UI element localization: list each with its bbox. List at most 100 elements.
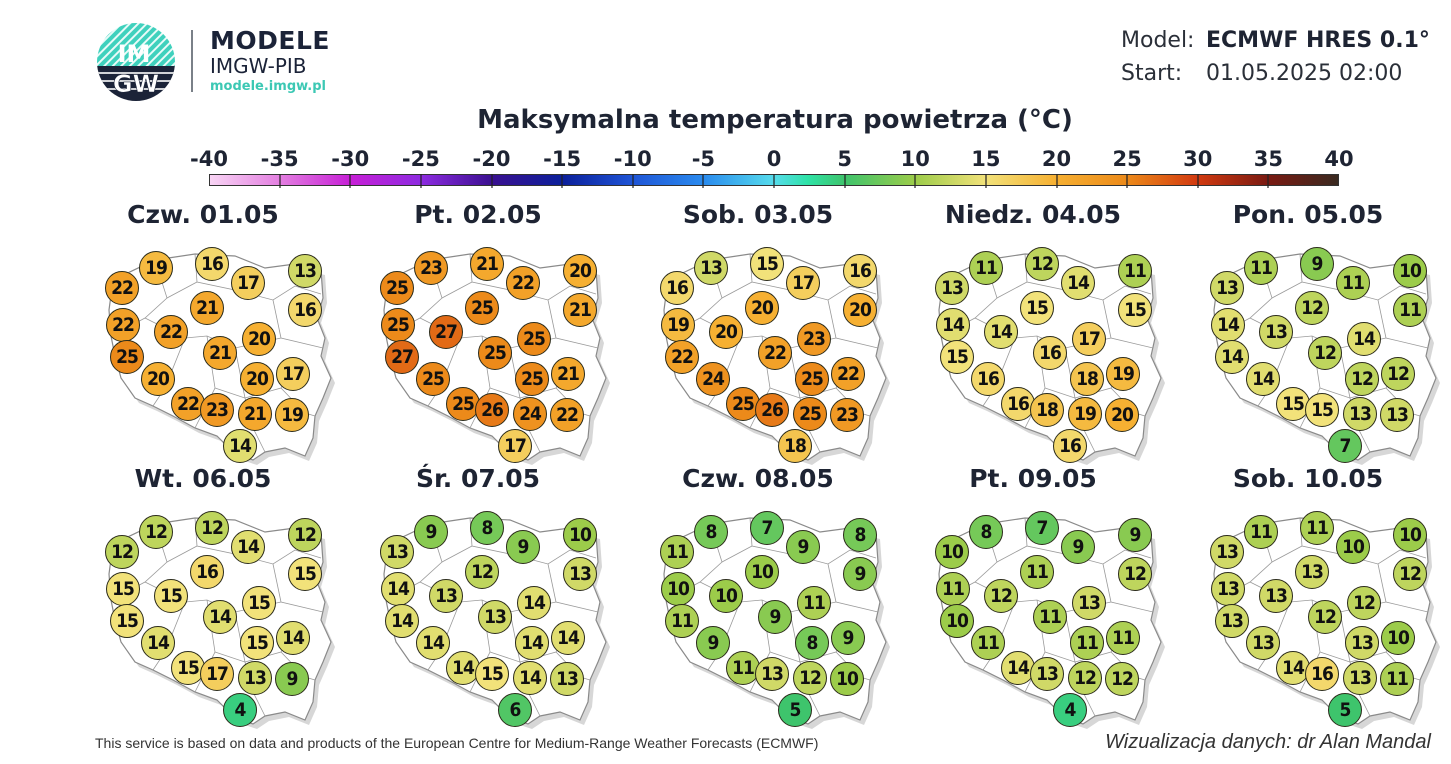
station-temperature: 15 [240, 626, 274, 660]
station-temperature: 11 [665, 604, 699, 638]
station-temperature: 10 [940, 604, 974, 638]
forecast-panel: Pt. 09.05 10 8 7 9 9 12 11 12 11 13 11 10 11 14 13 11 11 1… [925, 464, 1185, 729]
station-temperature: 14 [1347, 322, 1381, 356]
station-temperature: 9 [1300, 247, 1334, 281]
colorbar-tick-label: 15 [971, 147, 1001, 171]
station-temperature: 12 [1308, 336, 1342, 370]
station-temperature: 27 [429, 315, 463, 349]
station-temperature: 14 [276, 621, 310, 655]
forecast-panel: Sob. 10.05 13 11 11 10 10 12 13 13 13 12 12 13 13 14 16… [1200, 464, 1451, 729]
station-temperature: 13 [429, 579, 463, 613]
station-temperature: 12 [984, 579, 1018, 613]
station-temperature: 26 [475, 393, 509, 427]
station-temperature: 12 [1105, 662, 1139, 696]
station-temperature: 13 [238, 661, 272, 695]
station-temperature: 13 [1380, 398, 1414, 432]
colorbar-tick-label: 10 [900, 147, 930, 171]
panel-date-title: Sob. 10.05 [1232, 464, 1384, 493]
station-temperature: 20 [242, 322, 276, 356]
station-temperature: 13 [694, 251, 728, 285]
station-temperature: 10 [661, 572, 695, 606]
station-temperature: 15 [106, 572, 140, 606]
station-temperature: 25 [416, 362, 450, 396]
station-temperature: 11 [1393, 293, 1427, 327]
station-temperature: 20 [563, 254, 597, 288]
model-label: Model: [1121, 28, 1195, 53]
colorbar-tick-label: 40 [1324, 147, 1354, 171]
colorbar-tick [561, 174, 564, 188]
brand-subtitle: IMGW-PIB [210, 54, 307, 78]
station-temperature: 21 [203, 336, 237, 370]
station-temperature: 16 [1305, 657, 1339, 691]
station-temperature: 13 [1343, 397, 1377, 431]
colorbar-tick [702, 174, 705, 188]
forecast-panel: Niedz. 04.05 13 11 12 14 11 15 14 14 15 17 16 15 16 16… [925, 200, 1185, 465]
station-temperature: 15 [1020, 291, 1054, 325]
station-temperature: 7 [1025, 511, 1059, 545]
logo-text-bottom: GW [113, 70, 159, 98]
station-temperature: 14 [513, 661, 547, 695]
colorbar-tick [631, 174, 634, 188]
chart-title: Maksymalna temperatura powietrza (°C) [477, 105, 1073, 135]
station-temperature: 20 [745, 291, 779, 325]
station-temperature: 10 [1393, 518, 1427, 552]
station-temperature: 11 [1020, 555, 1054, 589]
station-temperature: 8 [969, 515, 1003, 549]
station-temperature: 22 [506, 266, 540, 300]
colorbar-labels: -40 -35 -30 -25 -20 -15 -10 -5 0 5 10 15 20 25 30 35 40 [0, 147, 1451, 173]
station-temperature: 14 [1001, 651, 1035, 685]
station-temperature: 16 [1033, 336, 1067, 370]
station-temperature: 25 [793, 397, 827, 431]
station-temperature: 12 [1025, 247, 1059, 281]
station-temperature: 21 [563, 293, 597, 327]
colorbar-tick [419, 174, 422, 188]
station-temperature: 16 [1053, 429, 1087, 463]
station-temperature: 9 [1118, 518, 1152, 552]
station-temperature: 11 [1106, 621, 1140, 655]
station-temperature: 4 [1053, 693, 1087, 727]
station-temperature: 25 [795, 362, 829, 396]
station-temperature: 25 [465, 291, 499, 325]
brand-title: MODELE [210, 26, 330, 55]
station-temperature: 15 [154, 579, 188, 613]
station-temperature: 25 [517, 322, 551, 356]
station-temperature: 20 [709, 315, 743, 349]
station-temperature: 21 [470, 247, 504, 281]
forecast-panel: Sob. 03.05 16 13 15 17 16 20 19 20 20 23 22 22 24 25 26… [650, 200, 910, 465]
forecast-panel: Czw. 01.05 22 19 16 17 13 16 22 22 21 20 21 25 20 22 23… [95, 200, 355, 465]
imgw-logo: IM GW [97, 23, 175, 101]
station-temperature: 5 [1328, 693, 1362, 727]
station-temperature: 11 [797, 586, 831, 620]
station-temperature: 19 [275, 398, 309, 432]
colorbar-tick-label: 0 [766, 147, 782, 171]
colorbar-tick [490, 174, 493, 188]
station-temperature: 10 [935, 535, 969, 569]
station-temperature: 24 [513, 397, 547, 431]
station-temperature: 12 [1345, 362, 1379, 396]
colorbar-tick [349, 174, 352, 188]
station-temperature: 17 [1072, 322, 1106, 356]
station-temperature: 22 [154, 315, 188, 349]
station-temperature: 12 [1308, 600, 1342, 634]
station-temperature: 11 [969, 251, 1003, 285]
colorbar-tick [1196, 174, 1199, 188]
station-temperature: 13 [1246, 626, 1280, 660]
brand-url[interactable]: modele.imgw.pl [210, 79, 326, 94]
station-temperature: 23 [414, 251, 448, 285]
colorbar-tick-label: -25 [401, 147, 440, 171]
forecast-panel: Pt. 02.05 25 23 21 22 20 21 25 27 25 25 25 27 25 25 26 2… [370, 200, 630, 465]
station-temperature: 10 [1393, 254, 1427, 288]
station-temperature: 12 [139, 515, 173, 549]
colorbar-tick-label: -15 [543, 147, 582, 171]
station-temperature: 19 [1106, 357, 1140, 391]
station-temperature: 21 [551, 357, 585, 391]
colorbar-tick [1267, 174, 1270, 188]
model-info: Model: ECMWF HRES 0.1° [1121, 28, 1430, 53]
station-temperature: 16 [843, 254, 877, 288]
station-temperature: 17 [200, 657, 234, 691]
station-temperature: 10 [1381, 621, 1415, 655]
station-temperature: 14 [1246, 362, 1280, 396]
colorbar-tick [914, 174, 917, 188]
station-temperature: 14 [1211, 308, 1245, 342]
forecast-panel: Pon. 05.05 13 11 9 11 10 11 14 13 12 14 12 14 14 15 15 1… [1200, 200, 1451, 465]
